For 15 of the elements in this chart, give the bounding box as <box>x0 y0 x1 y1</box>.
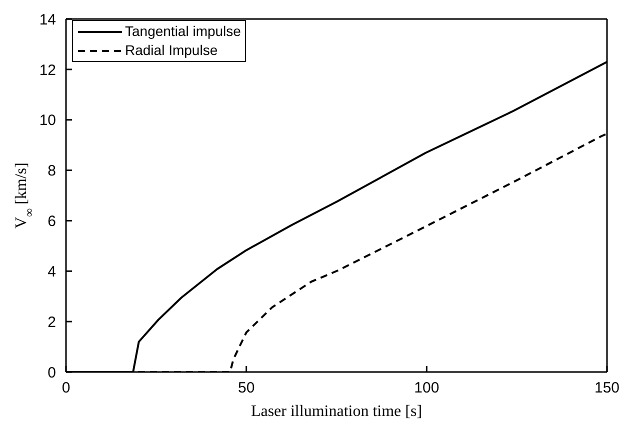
x-tick-label: 50 <box>238 380 255 397</box>
y-tick-label: 12 <box>39 62 56 79</box>
x-tick-label: 100 <box>414 380 440 397</box>
legend-label: Tangential impulse <box>125 22 241 41</box>
y-tick-label: 10 <box>39 112 56 130</box>
y-tick-label: 4 <box>48 263 56 280</box>
y-tick-label: 8 <box>48 162 56 180</box>
x-tick-label: 150 <box>594 380 620 397</box>
y-tick-label: 2 <box>48 314 56 331</box>
y-tick-label: 6 <box>48 213 56 230</box>
legend-label: Radial Impulse <box>125 41 218 60</box>
x-tick-label: 0 <box>62 380 70 397</box>
y-tick-label: 14 <box>39 11 56 28</box>
y-tick-label: 0 <box>48 364 56 382</box>
x-axis-title: Laser illumination time [s] <box>250 403 422 420</box>
